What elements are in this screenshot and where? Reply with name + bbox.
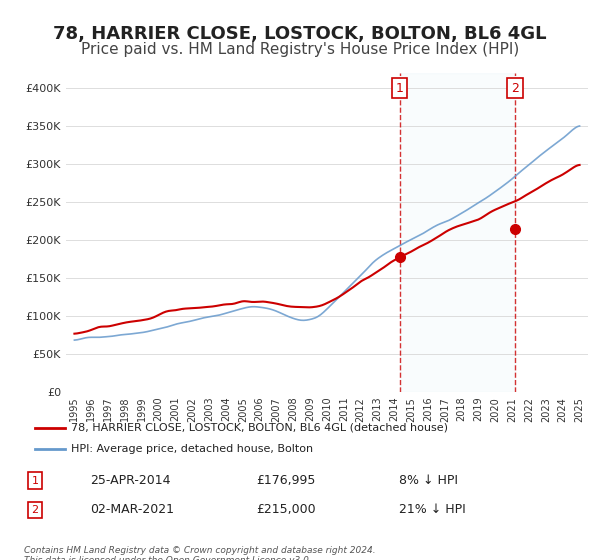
Text: 78, HARRIER CLOSE, LOSTOCK, BOLTON, BL6 4GL: 78, HARRIER CLOSE, LOSTOCK, BOLTON, BL6 …	[53, 25, 547, 43]
Text: 25-APR-2014: 25-APR-2014	[90, 474, 171, 487]
Text: Contains HM Land Registry data © Crown copyright and database right 2024.
This d: Contains HM Land Registry data © Crown c…	[24, 546, 376, 560]
Text: 1: 1	[32, 476, 38, 486]
Text: Price paid vs. HM Land Registry's House Price Index (HPI): Price paid vs. HM Land Registry's House …	[81, 42, 519, 57]
Text: 78, HARRIER CLOSE, LOSTOCK, BOLTON, BL6 4GL (detached house): 78, HARRIER CLOSE, LOSTOCK, BOLTON, BL6 …	[71, 423, 448, 433]
Text: 21% ↓ HPI: 21% ↓ HPI	[400, 503, 466, 516]
Bar	[400, 73, 515, 392]
Text: £215,000: £215,000	[256, 503, 316, 516]
Text: £176,995: £176,995	[256, 474, 315, 487]
Text: 8% ↓ HPI: 8% ↓ HPI	[400, 474, 458, 487]
Text: 1: 1	[396, 82, 404, 95]
Text: 2: 2	[511, 82, 519, 95]
Text: 2: 2	[31, 505, 38, 515]
Text: 02-MAR-2021: 02-MAR-2021	[90, 503, 174, 516]
Text: HPI: Average price, detached house, Bolton: HPI: Average price, detached house, Bolt…	[71, 444, 313, 454]
